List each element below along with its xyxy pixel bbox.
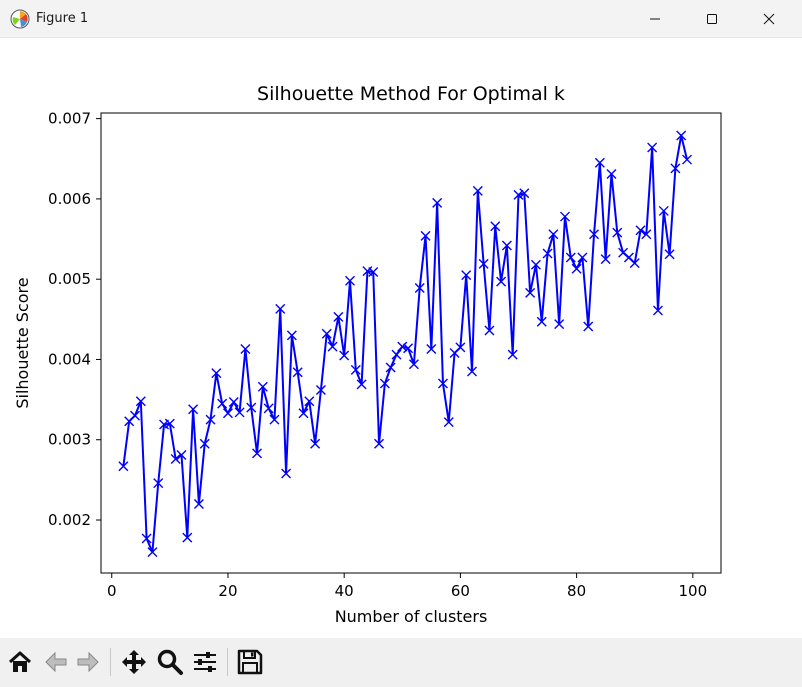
axes-frame xyxy=(101,113,721,573)
y-axis: 0.002 0.003 0.004 0.005 0.006 0.007 xyxy=(48,110,101,529)
toolbar-separator xyxy=(227,648,228,676)
data-point-marker xyxy=(223,409,232,418)
save-button[interactable] xyxy=(234,646,266,678)
x-tick-label: 40 xyxy=(335,582,354,600)
pan-button[interactable] xyxy=(118,646,150,678)
chart-title: Silhouette Method For Optimal k xyxy=(257,83,565,105)
maximize-button[interactable] xyxy=(689,0,735,38)
minimize-button[interactable] xyxy=(632,0,678,38)
x-tick-label: 80 xyxy=(567,582,586,600)
toolbar-separator xyxy=(110,648,111,676)
y-tick-label: 0.005 xyxy=(48,270,91,288)
minimize-icon xyxy=(649,13,661,25)
back-button[interactable] xyxy=(40,646,72,678)
x-tick-label: 100 xyxy=(678,582,707,600)
x-tick-label: 20 xyxy=(218,582,237,600)
window-title: Figure 1 xyxy=(36,11,88,26)
zoom-icon xyxy=(156,648,184,676)
data-point-marker xyxy=(392,350,401,359)
y-tick-label: 0.002 xyxy=(48,511,91,529)
configure-subplots-icon xyxy=(191,648,219,676)
home-icon xyxy=(7,649,33,675)
forward-icon xyxy=(75,649,101,675)
data-point-marker xyxy=(572,264,581,273)
home-button[interactable] xyxy=(4,646,36,678)
y-tick-label: 0.007 xyxy=(48,110,91,128)
maximize-icon xyxy=(706,13,718,25)
pan-icon xyxy=(120,648,148,676)
data-point-marker xyxy=(229,398,238,407)
chart-svg: Silhouette Method For Optimal k 0 20 40 60 8… xyxy=(0,38,802,638)
navigation-toolbar xyxy=(0,638,802,687)
x-tick-label: 60 xyxy=(451,582,470,600)
data-point-marker xyxy=(386,363,395,372)
back-icon xyxy=(43,649,69,675)
close-button[interactable] xyxy=(746,0,792,38)
window-titlebar: Figure 1 xyxy=(0,0,802,38)
figure-canvas[interactable]: Silhouette Method For Optimal k 0 20 40 60 8… xyxy=(0,38,802,638)
forward-button[interactable] xyxy=(72,646,104,678)
save-icon xyxy=(236,648,264,676)
y-tick-label: 0.003 xyxy=(48,431,91,449)
matplotlib-app-icon xyxy=(10,9,30,29)
series-silhouette xyxy=(119,131,692,557)
y-tick-label: 0.006 xyxy=(48,190,91,208)
close-icon xyxy=(763,13,775,25)
zoom-button[interactable] xyxy=(154,646,186,678)
configure-subplots-button[interactable] xyxy=(189,646,221,678)
data-point-marker xyxy=(130,411,139,420)
y-axis-label: Silhouette Score xyxy=(13,277,32,408)
y-tick-label: 0.004 xyxy=(48,350,91,368)
x-axis: 0 20 40 60 80 100 xyxy=(107,573,707,600)
x-axis-label: Number of clusters xyxy=(335,607,488,626)
x-tick-label: 0 xyxy=(107,582,117,600)
